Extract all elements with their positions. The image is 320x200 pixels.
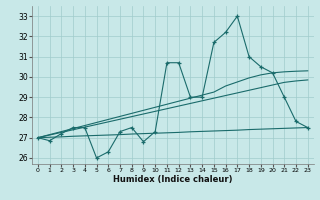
X-axis label: Humidex (Indice chaleur): Humidex (Indice chaleur) — [113, 175, 233, 184]
